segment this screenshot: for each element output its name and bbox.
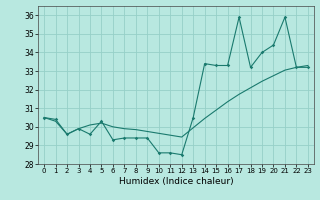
X-axis label: Humidex (Indice chaleur): Humidex (Indice chaleur) [119,177,233,186]
